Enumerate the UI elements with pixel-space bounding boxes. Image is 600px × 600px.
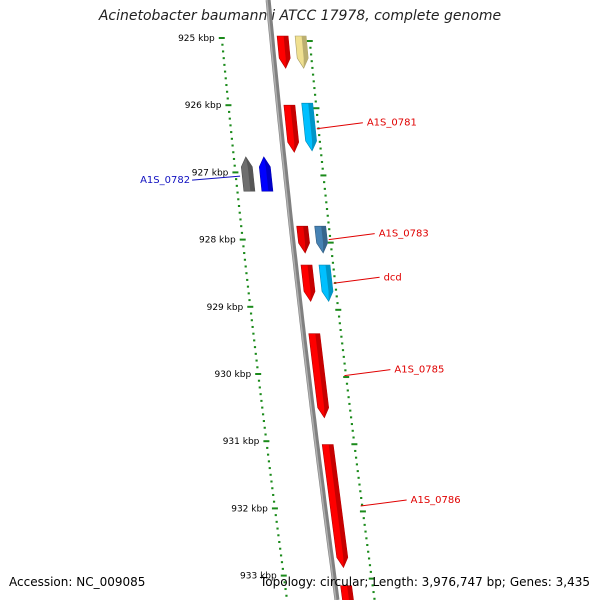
gene-arrow[interactable]: [276, 35, 291, 69]
gene-arrow[interactable]: [240, 156, 256, 192]
gene-arrow[interactable]: [258, 156, 274, 192]
kbp-label: 928 kbp: [199, 236, 236, 246]
gene-label-leader: [328, 233, 375, 241]
backbone-line: [265, 0, 340, 600]
gene-shade: [245, 156, 255, 192]
kbp-label: 927 kbp: [192, 168, 229, 178]
reverse-strand-ticks: [218, 37, 288, 597]
gene-shade: [263, 156, 273, 192]
gene-arrow[interactable]: [294, 35, 309, 69]
gene-label[interactable]: dcd: [384, 272, 402, 283]
gene-shade: [308, 103, 317, 151]
gene-shade: [325, 265, 333, 302]
length-label: Length: 3,976,747 bp;: [372, 575, 506, 589]
kbp-label: 929 kbp: [207, 303, 244, 313]
gene-label-leader: [333, 276, 380, 284]
kbp-label: 932 kbp: [231, 504, 268, 514]
gene-arrow[interactable]: [308, 333, 330, 419]
gene-label[interactable]: A1S_0786: [411, 495, 461, 506]
gene-arrow[interactable]: [301, 102, 317, 152]
gene-label-leader: [360, 499, 407, 507]
gene-label[interactable]: A1S_0783: [379, 229, 429, 240]
forward-strand-ticks: [306, 40, 376, 600]
kbp-label: 926 kbp: [185, 101, 222, 111]
gene-shade: [290, 105, 299, 153]
gene-shade: [328, 444, 348, 568]
gene-label-leader: [316, 122, 363, 130]
accession-label: Accession: NC_009085: [9, 575, 146, 589]
gene-arrow[interactable]: [296, 225, 310, 254]
gene-arrow[interactable]: [300, 264, 316, 303]
backbone-highlight: [266, 0, 337, 600]
gene-shade: [315, 333, 329, 418]
gene-shade: [303, 226, 310, 253]
gene-shade: [307, 265, 315, 302]
gene-arrow[interactable]: [314, 225, 328, 254]
genome-stats: Topology: circular; Length: 3,976,747 bp;…: [260, 575, 590, 589]
genes[interactable]: [240, 35, 355, 600]
gene-label-leader: [192, 175, 241, 181]
gene-shade: [283, 36, 291, 69]
genes-count-label: Genes: 3,435: [509, 575, 590, 589]
gene-label[interactable]: A1S_0781: [367, 118, 417, 129]
gene-arrow[interactable]: [340, 585, 355, 600]
gene-arrow[interactable]: [283, 104, 300, 153]
kbp-label: 930 kbp: [214, 370, 251, 380]
map-title: Acinetobacter baumannii ATCC 17978, comp…: [98, 8, 502, 24]
gene-shade: [321, 226, 328, 253]
gene-shade: [301, 36, 309, 69]
kbp-label: 933 kbp: [240, 572, 277, 582]
gene-arrow[interactable]: [318, 264, 334, 303]
gene-label[interactable]: A1S_0785: [394, 365, 444, 376]
gene-shade: [347, 585, 354, 600]
backbone: [265, 0, 340, 600]
gene-label[interactable]: A1S_0782: [140, 175, 190, 186]
kbp-labels: 925 kbp 926 kbp 927 kbp 928 kbp 929 kbp 930 k…: [178, 34, 277, 582]
topology-label: Topology: circular;: [259, 575, 369, 589]
gene-arrow[interactable]: [321, 444, 349, 569]
kbp-label: 925 kbp: [178, 34, 215, 44]
kbp-label: 931 kbp: [223, 437, 260, 447]
gene-label-leader: [344, 369, 391, 377]
